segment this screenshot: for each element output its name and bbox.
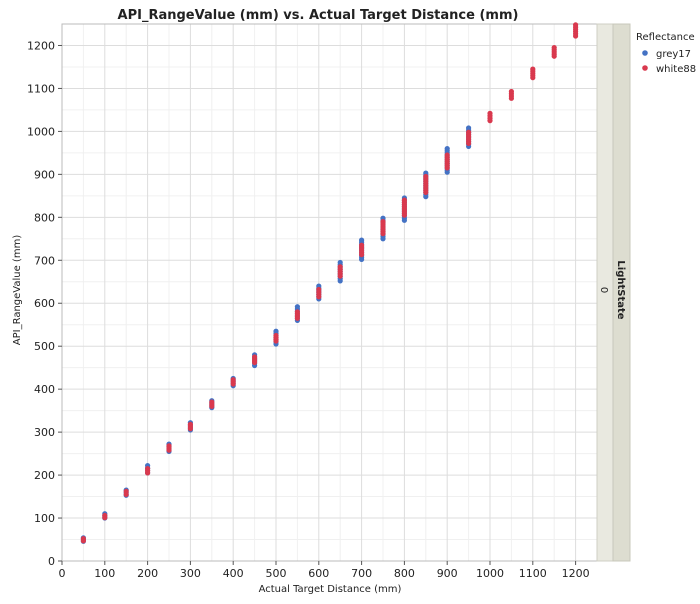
facet-strip-value: 0 xyxy=(598,287,609,293)
data-point xyxy=(401,217,407,223)
x-tick-labels: 0 100 200 300 400 500 600 700 800 900 1000 1100 1200 xyxy=(59,567,590,580)
x-tick-label: 400 xyxy=(223,567,244,580)
data-point xyxy=(145,470,151,476)
y-tick-label: 900 xyxy=(34,168,55,181)
data-point xyxy=(423,189,429,196)
legend-label-white88: white88 xyxy=(656,64,696,75)
y-axis-label: API_RangeValue (mm) xyxy=(12,235,23,346)
x-tick-label: 1200 xyxy=(562,567,590,580)
grid-lines xyxy=(61,24,597,562)
y-tick-label: 100 xyxy=(34,512,55,525)
y-tick-label: 200 xyxy=(34,469,55,482)
data-point xyxy=(380,231,386,237)
data-point xyxy=(551,53,557,59)
x-tick-label: 1100 xyxy=(519,567,547,580)
legend: Reflectance grey17 white88 xyxy=(636,32,696,75)
data-points xyxy=(80,22,579,544)
data-point xyxy=(294,315,300,321)
x-tick-label: 600 xyxy=(308,567,329,580)
data-point xyxy=(316,294,322,300)
y-tick-label: 600 xyxy=(34,297,55,310)
data-point xyxy=(123,491,129,498)
x-tick-label: 0 xyxy=(59,567,66,580)
x-tick-label: 1000 xyxy=(476,567,504,580)
chart-title: API_RangeValue (mm) vs. Actual Target Di… xyxy=(118,8,519,23)
x-axis-label: Actual Target Distance (mm) xyxy=(259,584,402,595)
data-point xyxy=(423,194,429,200)
data-point xyxy=(530,75,536,81)
x-tick-label: 700 xyxy=(351,567,372,580)
data-point xyxy=(487,118,493,124)
y-tick-labels: 0 100 200 300 400 500 600 700 800 900 1000 1100 1200 xyxy=(27,39,55,568)
data-point xyxy=(466,140,472,147)
data-point xyxy=(359,256,365,263)
data-point xyxy=(337,278,343,284)
facet-strip-outer xyxy=(612,23,631,562)
x-tick-label: 200 xyxy=(137,567,158,580)
y-tick-label: 300 xyxy=(34,426,55,439)
y-tick-label: 0 xyxy=(48,555,55,568)
data-point xyxy=(273,338,279,344)
x-tick-label: 800 xyxy=(394,567,415,580)
legend-label-grey17: grey17 xyxy=(656,49,691,60)
legend-entries: grey17 white88 xyxy=(642,49,696,75)
data-point xyxy=(380,236,386,242)
data-point xyxy=(166,447,172,453)
data-point xyxy=(102,515,108,521)
data-point xyxy=(573,33,579,39)
legend-marker-grey17 xyxy=(642,50,648,56)
data-point xyxy=(401,212,407,218)
data-point xyxy=(80,538,86,544)
y-tick-label: 1100 xyxy=(27,82,55,95)
data-point xyxy=(230,381,236,387)
y-tick-label: 1000 xyxy=(27,125,55,138)
plot-area xyxy=(62,24,597,561)
facet-strip-label: LightState xyxy=(615,260,626,319)
y-tick-label: 500 xyxy=(34,340,55,353)
y-tick-label: 1200 xyxy=(27,39,55,52)
legend-marker-white88 xyxy=(642,65,648,71)
y-tick-label: 400 xyxy=(34,383,55,396)
data-point xyxy=(252,359,258,366)
data-point xyxy=(444,165,450,171)
x-tick-label: 500 xyxy=(266,567,287,580)
data-point xyxy=(337,273,343,279)
data-point xyxy=(187,426,193,432)
x-tick-label: 900 xyxy=(437,567,458,580)
x-tick-label: 300 xyxy=(180,567,201,580)
x-tick-label: 100 xyxy=(94,567,115,580)
data-point xyxy=(209,403,215,409)
y-tick-label: 700 xyxy=(34,254,55,267)
legend-title: Reflectance xyxy=(636,32,695,43)
data-point xyxy=(508,95,514,101)
y-tick-label: 800 xyxy=(34,211,55,224)
data-point xyxy=(444,169,450,175)
data-point xyxy=(359,252,365,258)
series-white88 xyxy=(80,22,579,544)
